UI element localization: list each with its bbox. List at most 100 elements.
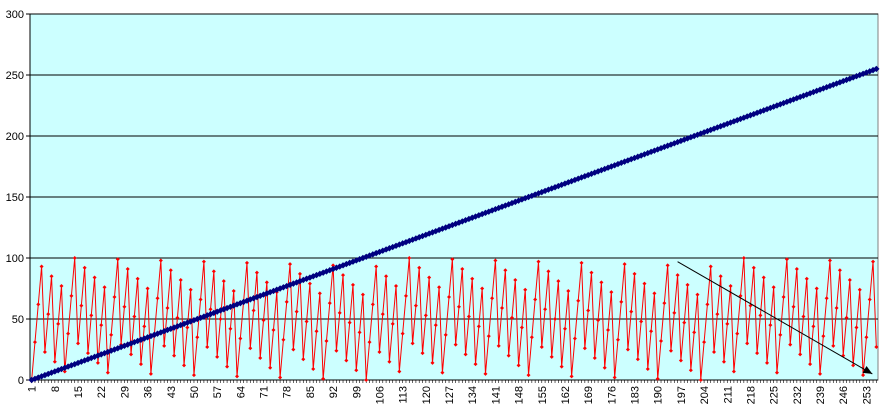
series-red-point: [592, 356, 597, 361]
series-blue-point: [240, 298, 247, 306]
series-red-point: [543, 307, 548, 312]
series-red-point: [536, 259, 541, 264]
series-red-point: [539, 345, 544, 350]
series-red-point: [62, 369, 67, 374]
series-red-point: [175, 315, 180, 320]
series-blue-point: [442, 224, 449, 231]
series-red-point: [132, 314, 137, 319]
series-red-point: [665, 263, 670, 268]
series-red-point: [516, 363, 521, 368]
series-red-point: [864, 335, 869, 340]
x-tick-label: 232: [792, 386, 804, 404]
series-red-point: [867, 297, 872, 302]
series-red-point: [69, 293, 74, 298]
x-tick-label: 99: [351, 386, 363, 398]
series-red-point: [602, 365, 607, 370]
series-blue-point: [190, 317, 198, 324]
series-red-point: [95, 360, 100, 365]
series-red-point: [122, 304, 127, 309]
series-red-point: [851, 363, 856, 368]
series-red-point: [205, 345, 210, 350]
series-red-point: [778, 332, 783, 337]
series-blue-point: [180, 320, 188, 328]
series-blue-point: [449, 221, 456, 229]
series-red-point: [182, 363, 187, 368]
series-red-point: [566, 288, 571, 293]
series-red-point: [394, 284, 399, 289]
series-red-point: [231, 288, 236, 293]
x-tick-label: 141: [490, 386, 502, 404]
series-red-point: [509, 315, 514, 320]
x-tick-label: 218: [745, 386, 757, 404]
series-red-point: [649, 329, 654, 334]
x-tick-label: 22: [96, 386, 108, 398]
x-tick-label: 211: [722, 386, 734, 404]
series-red-point: [546, 269, 551, 274]
series-red-point: [360, 292, 365, 297]
series-red-point: [437, 285, 442, 290]
series-red-point: [115, 257, 120, 262]
series-red-point: [596, 318, 601, 323]
series-red-point: [735, 331, 740, 336]
series-red-point: [668, 348, 673, 353]
y-tick-label: 250: [6, 70, 24, 82]
series-red-point: [582, 346, 587, 351]
series-red-point: [188, 287, 193, 292]
series-red-point: [708, 264, 713, 269]
series-red-point: [791, 304, 796, 309]
series-blue-point: [359, 254, 367, 262]
series-red-point: [417, 265, 422, 270]
series-red-point: [142, 324, 147, 329]
x-tick-label: 155: [537, 386, 549, 404]
series-red-point: [400, 331, 405, 336]
series-red-point: [781, 295, 786, 300]
series-red-point: [751, 265, 756, 270]
series-red-point: [556, 279, 561, 284]
series-red-point: [771, 285, 776, 290]
series-red-point: [635, 357, 640, 362]
series-red-point: [473, 362, 478, 367]
series-red-point: [688, 368, 693, 373]
series-red-point: [818, 371, 823, 376]
x-tick-label: 85: [305, 386, 317, 398]
series-red-point: [36, 302, 41, 307]
series-red-point: [433, 323, 438, 328]
series-red-point: [874, 345, 879, 350]
x-tick-label: 113: [398, 386, 410, 404]
series-red-point: [837, 268, 842, 273]
series-red-point: [367, 340, 372, 345]
series-red-point: [66, 331, 71, 336]
series-red-point: [85, 351, 90, 356]
series-red-point: [506, 353, 511, 358]
series-red-point: [712, 349, 717, 354]
series-red-point: [215, 354, 220, 359]
x-tick-label: 197: [676, 386, 688, 404]
series-red-point: [857, 287, 862, 292]
series-blue-point: [194, 315, 201, 323]
series-red-point: [46, 312, 51, 317]
series-red-point: [281, 337, 286, 342]
series-red-point: [347, 320, 352, 325]
series-red-point: [390, 321, 395, 326]
series-red-point: [821, 334, 826, 339]
series-red-point: [476, 324, 481, 329]
series-red-point: [191, 373, 196, 378]
series-blue-point: [873, 65, 880, 73]
series-red-point: [450, 257, 455, 262]
series-red-point: [503, 268, 508, 273]
x-tick-label: 134: [467, 386, 479, 404]
series-red-point: [529, 335, 534, 340]
series-red-point: [698, 378, 703, 382]
x-tick-label: 50: [189, 386, 201, 398]
series-red-point: [76, 341, 81, 346]
series-red-point: [344, 358, 349, 363]
x-tick-label: 246: [838, 386, 850, 404]
series-red-point: [221, 279, 226, 284]
series-red-point: [331, 263, 336, 268]
x-tick-label: 169: [583, 386, 595, 404]
series-red-point: [725, 321, 730, 326]
series-red-point: [32, 340, 37, 345]
series-red-point: [847, 277, 852, 282]
series-red-point: [334, 348, 339, 353]
series-red-point: [72, 256, 77, 260]
